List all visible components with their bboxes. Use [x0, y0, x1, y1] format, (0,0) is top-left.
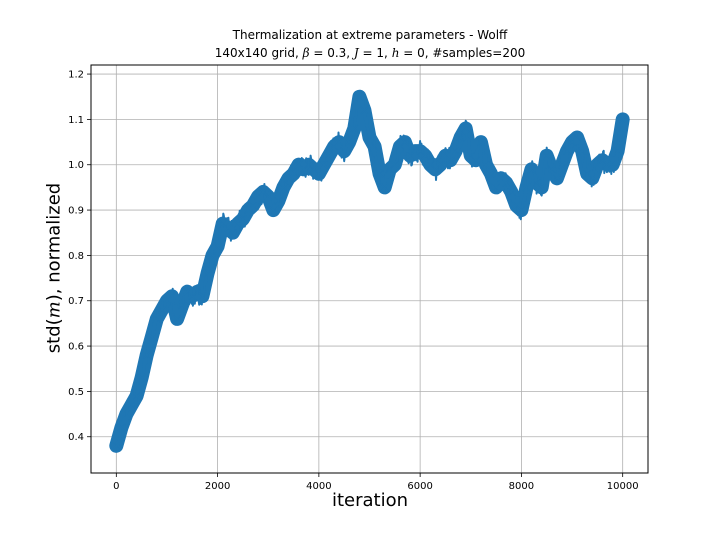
y-tick-label-8: 1.2	[68, 70, 84, 81]
data-point-84	[537, 183, 546, 192]
x-axis-label: iteration	[331, 490, 409, 511]
data-point-33	[279, 183, 288, 192]
data-point-2	[122, 410, 131, 418]
x-tick-label-3: 6000	[407, 481, 432, 492]
chart-title: Thermalization at extreme parameters - W…	[232, 28, 508, 42]
data-point-53	[380, 183, 389, 192]
data-point-13	[178, 301, 187, 310]
data-point-4	[132, 392, 141, 400]
data-point-23	[228, 228, 237, 237]
ticks: 0 2000 4000 6000 8000 10000 0.4 0.5 0.6 0.7 0.8 0.9…	[68, 70, 638, 492]
data-point-12	[173, 314, 182, 323]
data-point-78	[507, 188, 516, 196]
data-point-25	[238, 215, 247, 224]
data-point-30	[264, 192, 273, 201]
data-point-69	[461, 124, 470, 133]
data-point-80	[517, 206, 526, 214]
data-point-3	[127, 401, 136, 409]
data-point-42	[325, 151, 333, 160]
data-point-9	[157, 305, 166, 314]
data-point-82	[527, 165, 536, 174]
data-point-57	[401, 138, 409, 146]
data-point-18	[203, 269, 212, 278]
data-point-48	[355, 92, 364, 101]
data-point-50	[365, 133, 374, 142]
data-point-98	[608, 160, 617, 169]
data-point-47	[350, 124, 359, 133]
data-point-5	[137, 373, 146, 382]
data-point-77	[502, 178, 511, 187]
data-point-88	[557, 160, 566, 169]
data-series	[109, 89, 630, 453]
x-tick-label-4: 8000	[509, 481, 534, 492]
data-point-1	[117, 423, 126, 432]
y-axis-label: std(m), normalized	[43, 182, 65, 354]
data-point-99	[613, 147, 622, 156]
data-point-52	[375, 169, 384, 178]
data-point-67	[451, 147, 460, 156]
data-point-11	[168, 292, 176, 301]
y-tick-label-0: 0.4	[68, 432, 84, 443]
data-point-75	[492, 183, 501, 192]
y-tick-label-1: 0.5	[68, 387, 84, 398]
data-point-91	[573, 133, 582, 142]
data-point-61	[421, 151, 430, 160]
data-point-89	[563, 147, 571, 156]
plot-frame	[90, 64, 649, 474]
data-point-55	[390, 160, 399, 169]
y-tick-label-4: 0.8	[68, 251, 84, 262]
data-point-66	[446, 156, 455, 165]
data-point-19	[208, 251, 217, 260]
data-point-72	[476, 138, 485, 146]
x-tick-label-2: 4000	[306, 481, 331, 492]
data-point-51	[370, 142, 379, 151]
chart-subtitle: 140x140 grid, β = 0.3, J = 1, h = 0, #sa…	[214, 46, 526, 60]
data-point-71	[471, 156, 480, 165]
data-point-49	[360, 106, 369, 115]
data-point-17	[198, 292, 207, 301]
data-point-31	[269, 206, 278, 214]
data-point-41	[320, 160, 328, 169]
y-tick-label-6: 1.0	[68, 160, 84, 171]
data-point-81	[522, 183, 531, 192]
y-tick-label-2: 0.6	[68, 342, 84, 353]
data-point-46	[345, 138, 354, 146]
data-point-86	[547, 165, 556, 174]
data-point-44	[335, 138, 344, 146]
data-point-92	[578, 147, 587, 156]
data-point-85	[542, 151, 551, 160]
x-tick-label-5: 10000	[607, 481, 639, 492]
x-tick-label-1: 2000	[205, 481, 230, 492]
y-tick-label-3: 0.7	[68, 296, 84, 307]
data-point-0	[112, 441, 121, 450]
data-point-7	[147, 333, 156, 341]
data-point-45	[340, 147, 349, 156]
data-point-27	[249, 201, 257, 210]
data-point-87	[552, 174, 561, 183]
data-point-8	[152, 314, 161, 323]
data-point-94	[588, 174, 597, 183]
data-point-40	[314, 169, 323, 178]
data-point-64	[436, 160, 445, 169]
data-point-20	[213, 242, 222, 251]
y-tick-label-7: 1.1	[68, 115, 84, 126]
x-tick-label-0: 0	[113, 481, 119, 492]
data-point-74	[487, 169, 495, 178]
data-point-68	[456, 133, 465, 142]
data-point-6	[142, 351, 151, 360]
series-jitter-0	[115, 92, 623, 451]
data-point-32	[274, 197, 283, 205]
y-tick-label-5: 0.9	[68, 206, 84, 217]
data-point-35	[289, 169, 298, 178]
data-point-73	[482, 160, 490, 169]
data-point-100	[618, 115, 627, 124]
